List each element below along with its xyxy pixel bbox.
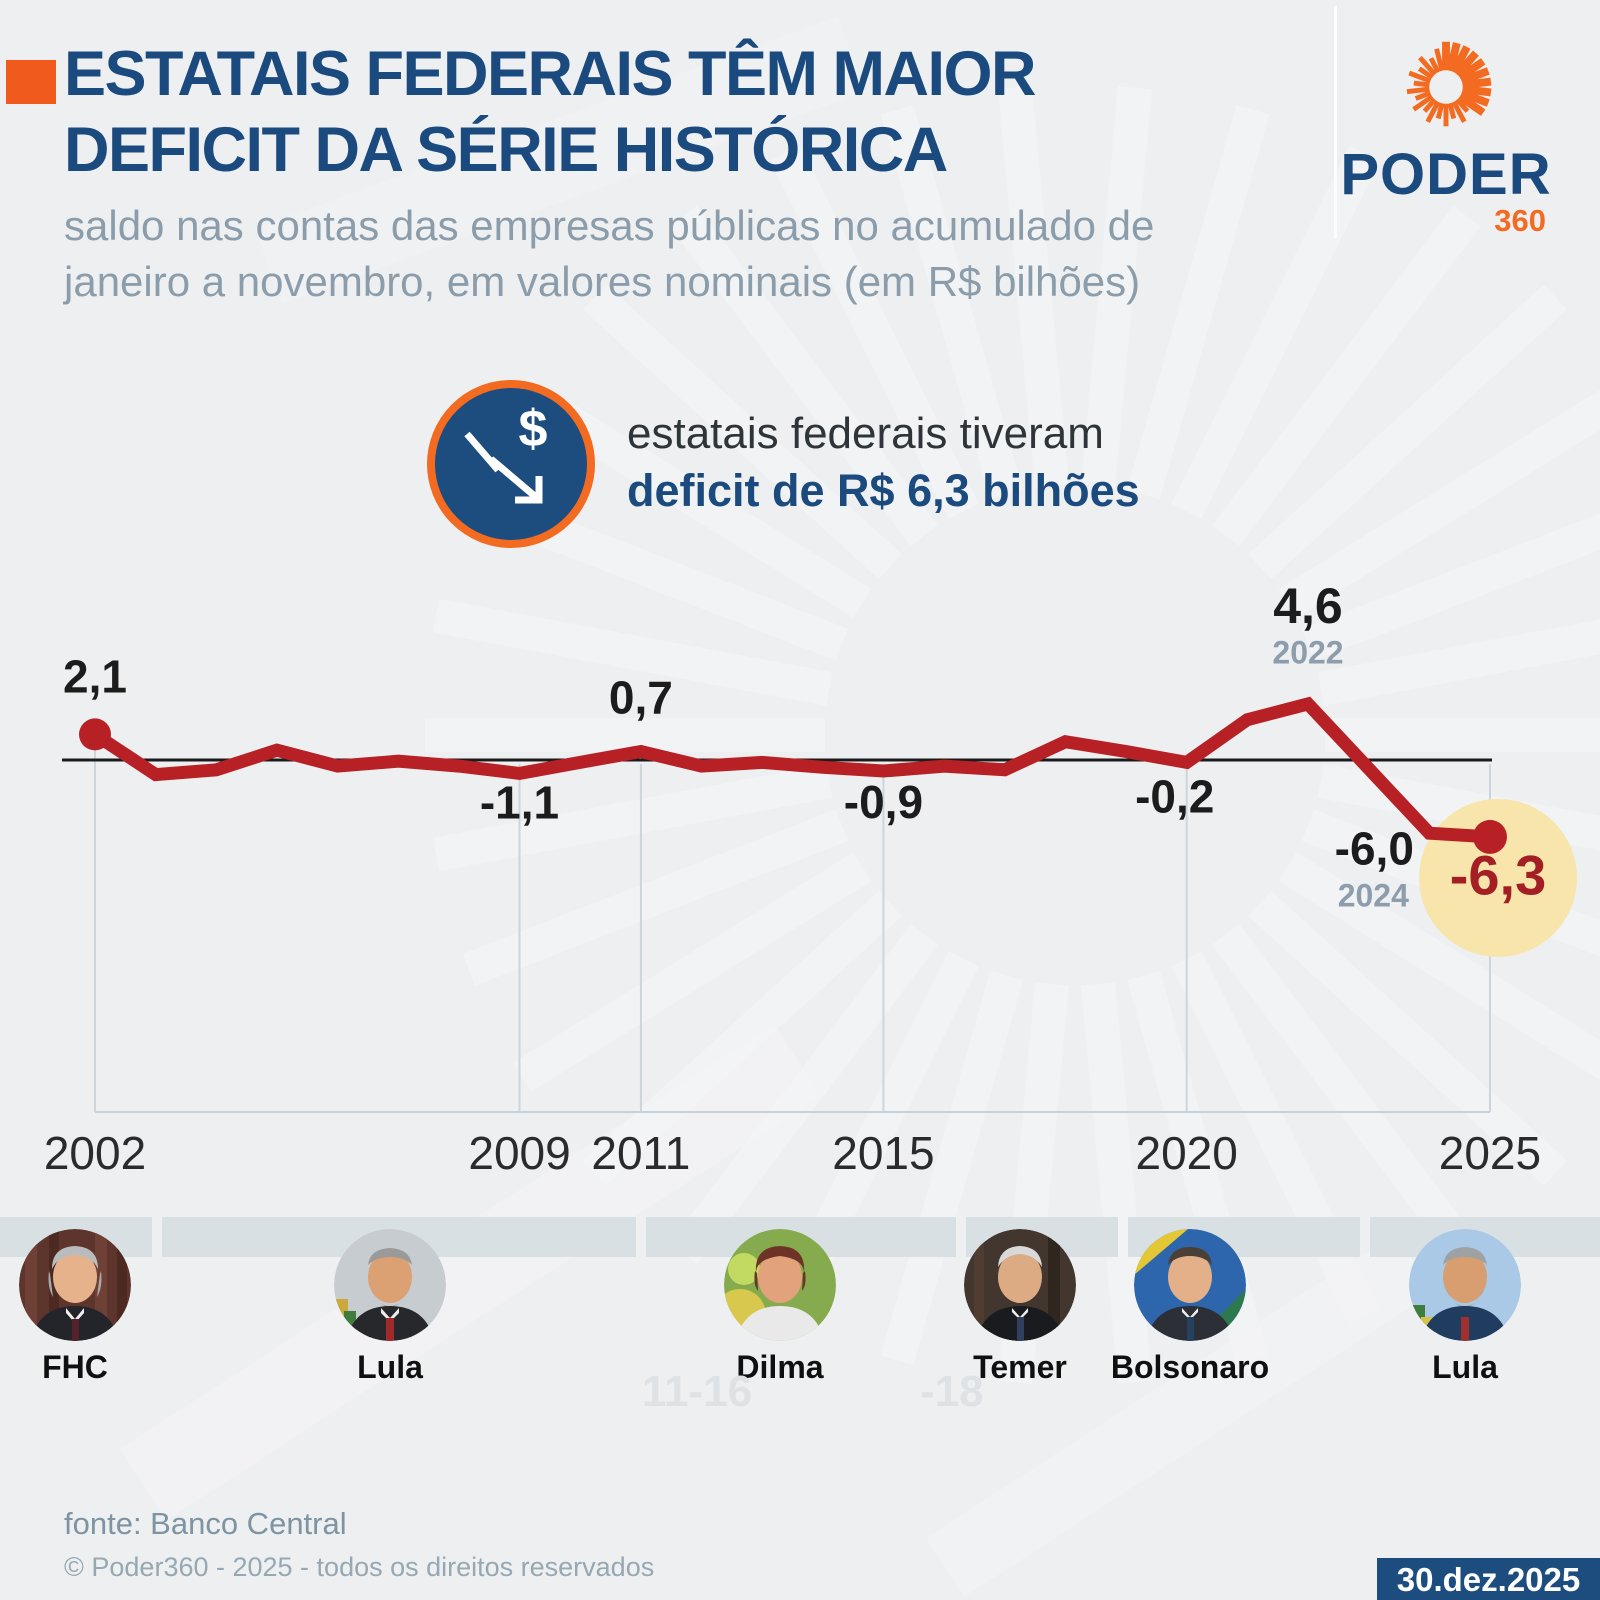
faint-term-label: 11-16 [642,1367,753,1416]
president-name: Lula [357,1349,423,1385]
president-photo [724,1229,836,1341]
source-note: fonte: Banco Central [64,1506,347,1541]
callout-line2: deficit de R$ 6,3 bilhões [627,465,1140,516]
president-photo-dilma [724,1229,836,1341]
last-point-dot [1473,819,1507,854]
year-sublabel-2024: 2024 [1338,878,1409,914]
x-axis-label-2020: 2020 [1135,1127,1238,1179]
sunburst-icon [1406,41,1492,127]
x-axis-label-2009: 2009 [468,1127,571,1179]
subtitle-line1: saldo nas contas das empresas públicas n… [64,202,1155,249]
president-dilma: Dilma 11-16 [642,1229,890,1416]
dollar-decline-icon: $ [464,400,548,504]
page-subtitle: saldo nas contas das empresas públicas n… [64,198,1154,310]
value-label-2002: 2,1 [63,651,127,703]
value-label-2009: -1,1 [480,777,559,829]
president-photo-lula2 [1409,1229,1521,1341]
president-fhc: FHC [0,1229,185,1386]
date-badge: 30.dez.2025 [1377,1558,1600,1600]
svg-text:$: $ [519,400,548,458]
x-axis-label-2002: 2002 [43,1127,147,1179]
callout-line1: estatais federais tiveram [627,409,1104,458]
faint-term-label: -18 [920,1367,984,1416]
president-name: Temer [973,1349,1067,1385]
president-name: Bolsonaro [1110,1349,1270,1385]
poder360-logo: PODER 360 [1340,28,1552,238]
value-label-2024: -6,0 [1335,822,1414,874]
copyright-note: © Poder360 - 2025 - todos os direitos re… [64,1552,655,1582]
president-photo [19,1229,131,1341]
divider-line [1334,6,1337,238]
year-sublabel-2022: 2022 [1272,634,1343,670]
deficit-callout-badge: $ [427,380,595,548]
callout-text: estatais federais tiveram deficit de R$ … [627,406,1140,520]
president-lula2: Lula [1355,1229,1575,1386]
accent-square [6,60,56,104]
president-photo [964,1229,1076,1341]
president-name: FHC [42,1349,108,1385]
logo-brand-text: PODER [1340,142,1552,207]
president-name: Dilma [736,1349,824,1385]
president-name: Lula [1432,1349,1498,1385]
first-point-dot [79,718,111,751]
x-axis-label-2025: 2025 [1438,1127,1542,1179]
logo-360-text: 360 [1494,203,1546,238]
value-label-2015: -0,9 [844,776,923,828]
president-bolsonaro: Bolsonaro [1080,1229,1300,1386]
title-line1: ESTATAIS FEDERAIS TÊM MAIOR [64,39,1037,109]
value-label-2025: -6,3 [1450,844,1547,907]
value-label-2011: 0,7 [609,672,673,724]
value-label-2020: -0,2 [1135,771,1214,823]
president-photo [1409,1229,1521,1341]
subtitle-line2: janeiro a novembro, em valores nominais … [64,258,1141,305]
president-photo-temer [964,1229,1076,1341]
president-photo-lula [334,1229,446,1341]
president-photo-fhc [19,1229,131,1341]
x-axis-label-2011: 2011 [591,1127,691,1179]
x-axis-label-2015: 2015 [832,1127,935,1179]
president-lula: Lula [280,1229,500,1386]
title-line2: DEFICIT DA SÉRIE HISTÓRICA [64,115,948,185]
president-photo [1134,1229,1246,1341]
value-label-2022: 4,6 [1273,578,1343,634]
president-photo-bolsonaro [1134,1229,1246,1341]
deficit-line [91,696,1491,844]
president-photo [334,1229,446,1341]
page-title: ESTATAIS FEDERAIS TÊM MAIOR DEFICIT DA S… [64,36,1037,188]
president-temer: Temer -18 [910,1229,1130,1416]
